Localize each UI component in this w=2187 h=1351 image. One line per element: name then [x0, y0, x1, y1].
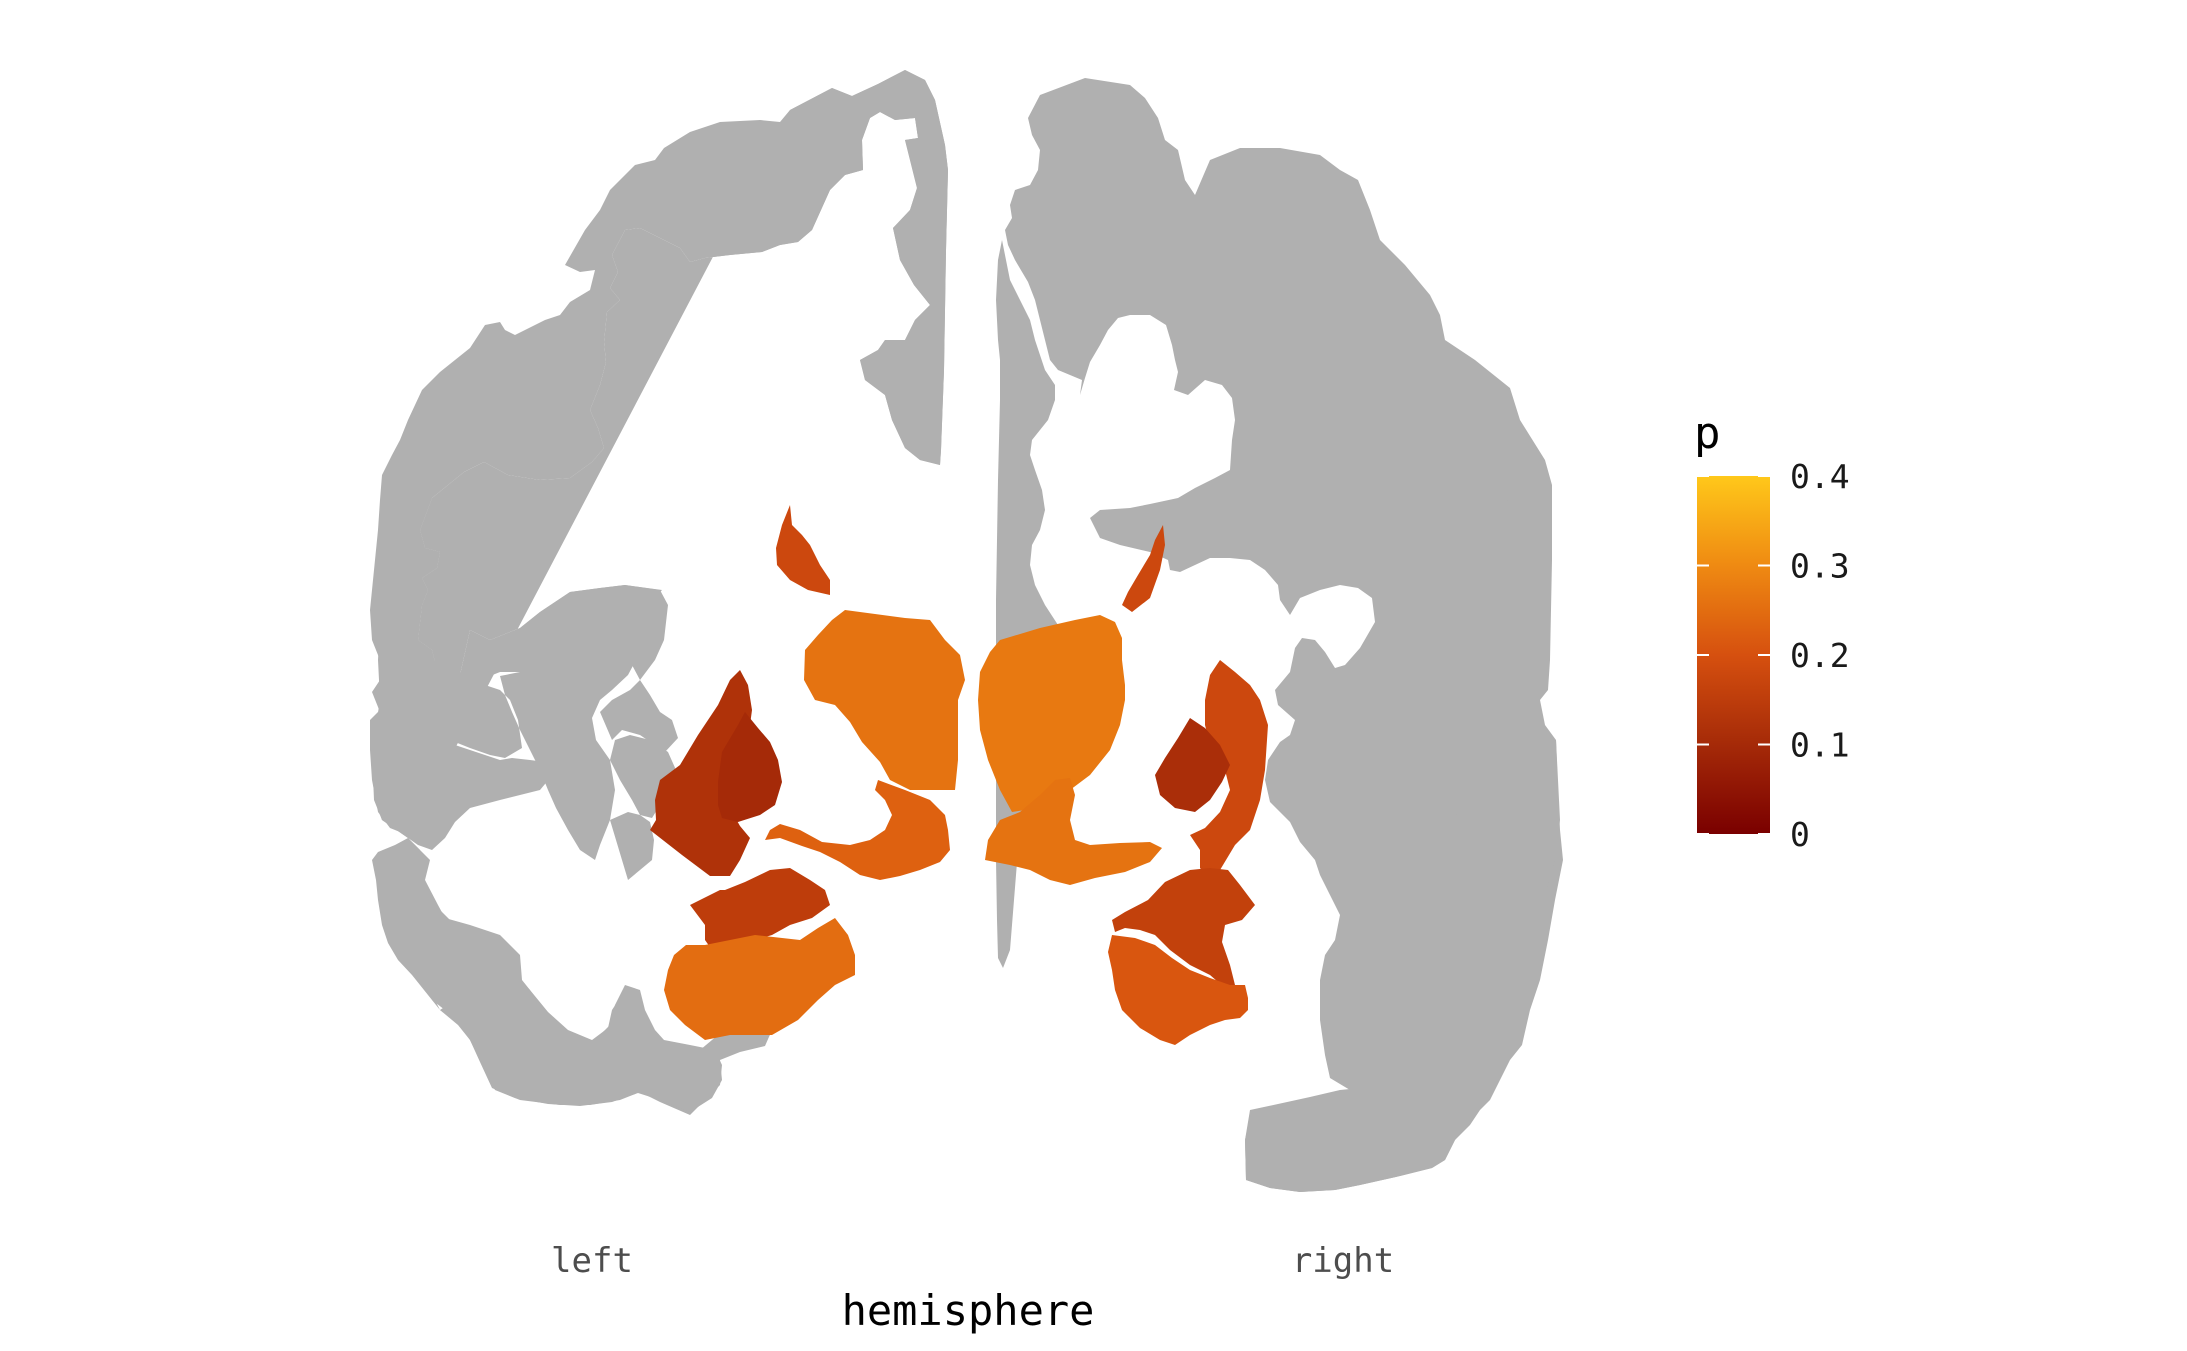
legend-tick-label: 0.2: [1790, 636, 1850, 675]
colorbar: [1697, 476, 1770, 834]
region-fills: [650, 505, 1268, 1045]
legend-tick-label: 0.4: [1790, 457, 1850, 496]
left-putamen-region: [804, 610, 965, 790]
right-putamen-region: [978, 615, 1125, 812]
x-axis: left right hemisphere: [551, 1241, 1394, 1335]
x-tick-label-right: right: [1292, 1241, 1394, 1281]
right-cortex-main: [1005, 78, 1563, 1192]
legend-tick-label: 0: [1790, 815, 1810, 854]
right-hippocampus-region: [1112, 868, 1255, 988]
left-pallidum-region: [765, 780, 950, 880]
left-hemisphere-cortex: [370, 70, 948, 1115]
legend-tick-label: 0.3: [1790, 547, 1850, 586]
x-axis-title: hemisphere: [842, 1286, 1095, 1335]
left-hippocampus-region: [690, 868, 830, 950]
left-outer-cortex: [372, 692, 772, 1112]
right-pallidum-region: [985, 778, 1162, 885]
right-lateral-cortex: [1420, 498, 1550, 672]
right-caudate-region: [1122, 525, 1165, 612]
right-outer-cortex: [1245, 740, 1560, 1192]
right-frontal-medial: [996, 240, 1120, 968]
right-thalamus-region: [1155, 718, 1230, 812]
left-thalamus-region: [718, 712, 782, 822]
left-insula-region: [650, 670, 752, 876]
left-caudate-region: [776, 505, 830, 595]
left-amygdala-region: [664, 918, 855, 1040]
legend: p 0.4 0.3 0.2 0.1 0: [1694, 408, 1850, 854]
legend-tick-label: 0.1: [1790, 726, 1850, 765]
left-cortex-outline: [372, 70, 948, 1115]
right-amygdala-region: [1108, 935, 1248, 1045]
x-tick-label-left: left: [551, 1241, 633, 1281]
legend-ticks: 0.4 0.3 0.2 0.1 0: [1697, 457, 1850, 854]
right-hemisphere-cortex: [996, 78, 1563, 1192]
left-mid-cortex: [370, 610, 676, 880]
right-insula-region: [1190, 660, 1268, 880]
legend-title: p: [1694, 408, 1721, 459]
left-frontal-cortex: [370, 70, 948, 690]
